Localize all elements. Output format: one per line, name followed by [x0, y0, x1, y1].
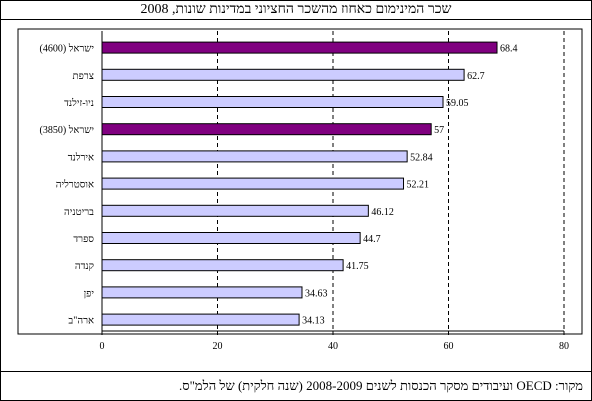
bar [101, 204, 369, 217]
value-label: 52.21 [407, 180, 430, 191]
value-label: 41.75 [346, 261, 369, 272]
category-label: ניו-זילנד [64, 97, 94, 109]
source-note: מקור: OECD ועיבודים מסקר הכנסות לשנים 20… [178, 378, 583, 393]
category-label: ישראל (4600) [40, 43, 95, 55]
value-labels: 68.4 62.7 59.05 57 52.84 52.21 46.12 44.7 41.75 3… [302, 44, 517, 327]
category-label: אוסטרליה [56, 179, 94, 191]
plot-area-border [17, 28, 583, 335]
category-label: יפן [84, 288, 95, 299]
category-label: בריטניה [64, 207, 94, 218]
bars [101, 41, 498, 326]
source-note-row: מקור: OECD ועיבודים מסקר הכנסות לשנים 20… [1, 371, 591, 401]
value-label: 34.63 [305, 288, 328, 299]
value-label: 34.13 [302, 316, 325, 327]
bar [101, 41, 498, 54]
category-label: קנדה [75, 261, 94, 272]
bar [101, 232, 361, 244]
category-label: ספרד [73, 234, 94, 245]
bar-chart: ישראל (4600) צרפת ניו-זילנד ישראל (3850) איר… [17, 28, 583, 352]
bar [101, 286, 303, 299]
category-label: צרפת [73, 71, 95, 82]
bar [101, 177, 405, 190]
category-label: אירלנד [68, 151, 94, 163]
chart-title: שכר המינימום כאחוז מהשכר החציוני במדינות… [1, 1, 591, 20]
value-label: 57 [434, 125, 444, 136]
bar [101, 123, 432, 136]
value-label: 68.4 [500, 44, 518, 55]
value-label: 59.05 [446, 98, 469, 109]
category-labels: ישראל (4600) צרפת ניו-זילנד ישראל (3850) איר… [40, 43, 95, 327]
bar [101, 96, 444, 108]
bar [101, 150, 408, 163]
x-tick-label: 80 [559, 341, 569, 352]
x-tick-label: 60 [444, 341, 454, 352]
bar [101, 313, 300, 326]
x-axis: 0 20 40 60 80 [100, 31, 569, 352]
x-tick-label: 0 [100, 341, 105, 352]
value-label: 52.84 [410, 152, 433, 163]
x-tick-label: 20 [213, 341, 223, 352]
category-label: ישראל (3850) [40, 124, 95, 136]
bar [101, 68, 465, 81]
bar [101, 259, 344, 272]
value-label: 46.12 [371, 207, 394, 218]
x-tick-label: 40 [328, 341, 338, 352]
category-label: ארה"ב [68, 316, 94, 327]
value-label: 44.7 [363, 234, 381, 245]
value-label: 62.7 [467, 71, 485, 82]
